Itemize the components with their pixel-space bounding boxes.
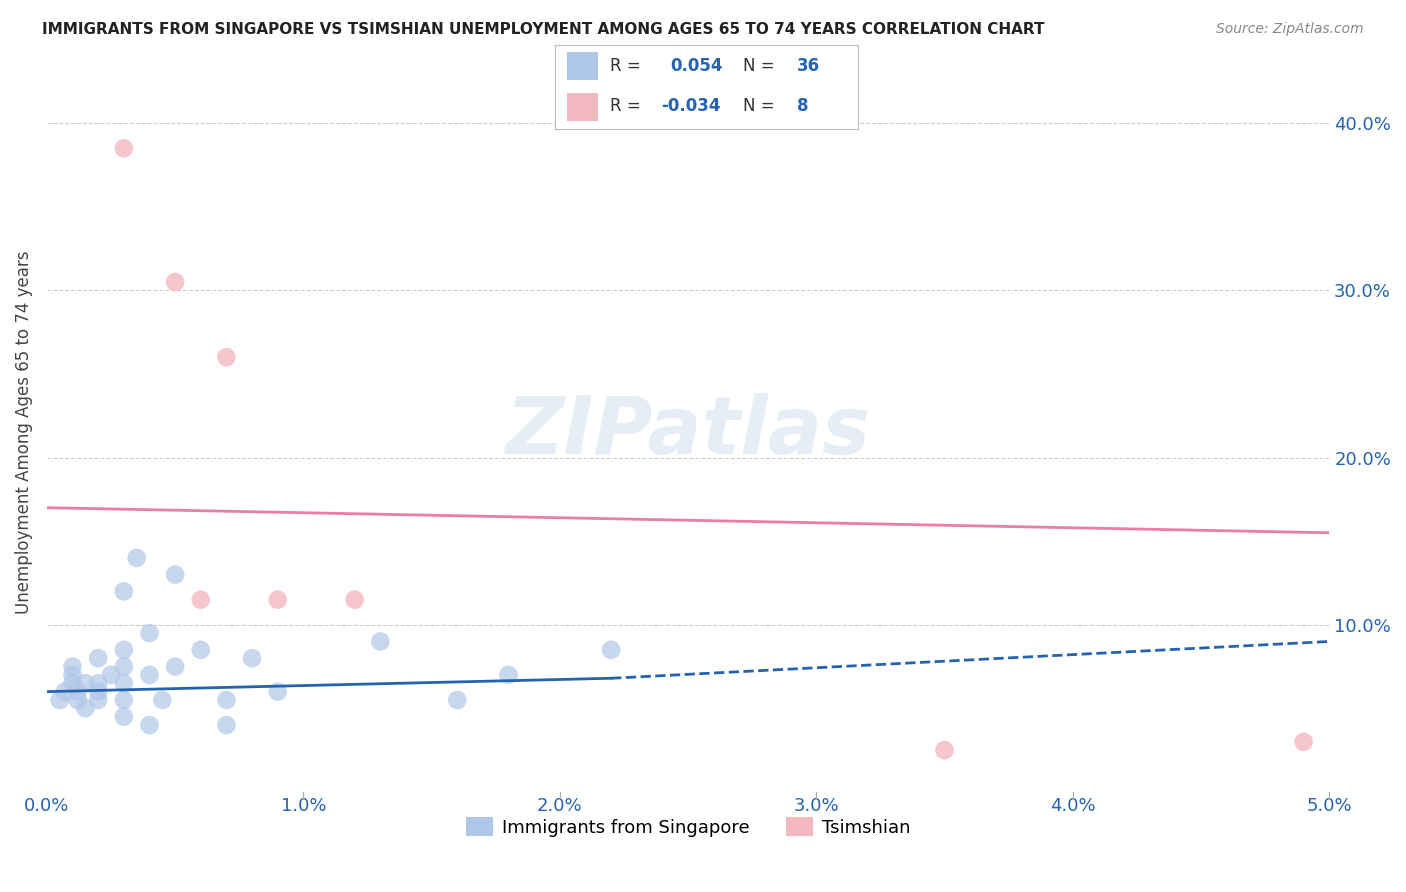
- Point: [190, 643, 212, 657]
- Point: [75, 676, 97, 690]
- Point: [62, 668, 84, 682]
- Point: [87, 676, 110, 690]
- Point: [240, 651, 263, 665]
- Point: [190, 592, 212, 607]
- Point: [150, 693, 173, 707]
- Point: [368, 634, 391, 648]
- Point: [112, 676, 135, 690]
- Bar: [568, 93, 598, 120]
- Point: [165, 659, 187, 673]
- Text: 8: 8: [797, 97, 808, 115]
- Point: [112, 710, 135, 724]
- Point: [125, 550, 148, 565]
- Point: [498, 668, 520, 682]
- Text: N =: N =: [742, 57, 775, 75]
- Point: [112, 141, 135, 155]
- Point: [66, 693, 89, 707]
- Point: [87, 684, 110, 698]
- Point: [66, 684, 89, 698]
- Point: [215, 718, 238, 732]
- Point: [112, 643, 135, 657]
- Point: [215, 693, 238, 707]
- Point: [87, 651, 110, 665]
- Point: [53, 684, 76, 698]
- Text: -0.034: -0.034: [661, 97, 721, 115]
- Point: [138, 718, 160, 732]
- Text: N =: N =: [742, 97, 775, 115]
- Point: [1292, 735, 1315, 749]
- Y-axis label: Unemployment Among Ages 65 to 74 years: Unemployment Among Ages 65 to 74 years: [15, 251, 32, 615]
- Point: [112, 693, 135, 707]
- Text: 0.054: 0.054: [671, 57, 723, 75]
- Point: [138, 668, 160, 682]
- Point: [165, 275, 187, 289]
- Bar: [568, 53, 598, 80]
- Point: [62, 659, 84, 673]
- Point: [62, 676, 84, 690]
- Point: [934, 743, 956, 757]
- Point: [112, 659, 135, 673]
- Text: ZIPatlas: ZIPatlas: [506, 393, 870, 472]
- Legend: Immigrants from Singapore, Tsimshian: Immigrants from Singapore, Tsimshian: [458, 810, 918, 844]
- Point: [100, 668, 122, 682]
- Point: [267, 684, 290, 698]
- Point: [87, 693, 110, 707]
- Point: [138, 626, 160, 640]
- Point: [446, 693, 468, 707]
- Text: R =: R =: [610, 97, 641, 115]
- Point: [267, 592, 290, 607]
- Text: Source: ZipAtlas.com: Source: ZipAtlas.com: [1216, 22, 1364, 37]
- Point: [165, 567, 187, 582]
- Point: [600, 643, 623, 657]
- Text: 36: 36: [797, 57, 820, 75]
- Point: [343, 592, 366, 607]
- Point: [112, 584, 135, 599]
- Point: [75, 701, 97, 715]
- Point: [215, 350, 238, 364]
- Point: [48, 693, 70, 707]
- Text: R =: R =: [610, 57, 641, 75]
- Text: IMMIGRANTS FROM SINGAPORE VS TSIMSHIAN UNEMPLOYMENT AMONG AGES 65 TO 74 YEARS CO: IMMIGRANTS FROM SINGAPORE VS TSIMSHIAN U…: [42, 22, 1045, 37]
